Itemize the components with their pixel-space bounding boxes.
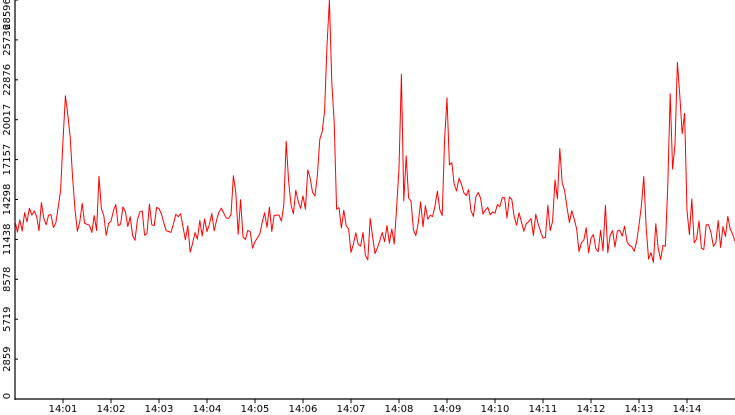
x-tick-label: 14:12 <box>577 404 606 415</box>
y-tick-label: 22876 <box>2 64 13 96</box>
y-tick-label: 8578 <box>2 267 13 292</box>
x-tick-label: 14:14 <box>673 404 702 415</box>
x-tick-label: 14:09 <box>433 404 462 415</box>
x-tick-label: 14:07 <box>337 404 366 415</box>
y-tick-label: 11438 <box>2 223 13 255</box>
x-axis-ticks: 14:01 14:02 14:03 14:04 14:05 14:06 14:07 14:08… <box>49 399 702 415</box>
x-tick-label: 14:11 <box>529 404 558 415</box>
x-tick-label: 14:05 <box>241 404 270 415</box>
x-tick-label: 14:02 <box>97 404 126 415</box>
y-tick-label: 25736 <box>2 24 13 56</box>
series-line <box>14 0 735 263</box>
x-tick-label: 14:08 <box>385 404 414 415</box>
y-tick-label: 14298 <box>2 184 13 216</box>
y-axis-ticks: 0 2859 5719 8578 11438 14298 17157 20017 22876 25… <box>2 0 18 400</box>
x-tick-label: 14:13 <box>625 404 654 415</box>
x-tick-label: 14:06 <box>289 404 318 415</box>
y-tick-label: 0 <box>2 393 13 399</box>
x-tick-label: 14:03 <box>145 404 174 415</box>
x-tick-label: 14:01 <box>49 404 78 415</box>
y-tick-label: 20017 <box>2 104 13 136</box>
y-tick-label: 5719 <box>2 306 13 331</box>
y-tick-label: 2859 <box>2 346 13 371</box>
y-tick-label: 17157 <box>2 144 13 176</box>
y-tick-label: 28596 <box>2 0 13 30</box>
x-tick-label: 14:10 <box>481 404 510 415</box>
x-tick-label: 14:04 <box>193 404 222 415</box>
